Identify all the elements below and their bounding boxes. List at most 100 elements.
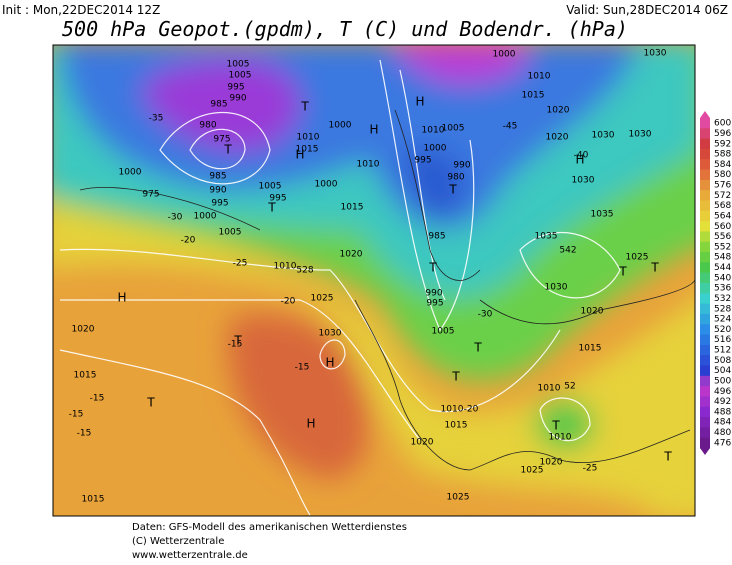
isoline-label: 1005: [442, 124, 465, 134]
isoline-label: -15: [90, 394, 105, 404]
valid-time: Valid: Sun,28DEC2014 06Z: [566, 3, 728, 17]
pressure-center: T: [428, 261, 437, 275]
isoline-label: 995: [227, 83, 244, 93]
colorbar-segment: [700, 303, 710, 315]
colorbar-segment: [700, 190, 710, 201]
isoline-label: 1020: [411, 438, 434, 448]
colorbar-tick-label: 576: [714, 181, 731, 191]
isoline-label: 1005: [227, 60, 250, 70]
pressure-center: H: [369, 123, 378, 137]
pressure-center: T: [473, 341, 482, 355]
isoline-label: 995: [414, 156, 431, 166]
colorbar-tick-label: 564: [714, 211, 731, 221]
isoline-label: 980: [199, 121, 216, 131]
isoline-label: 1010: [357, 160, 380, 170]
isoline-label: 985: [209, 172, 226, 182]
isoline-label: 542: [559, 246, 576, 256]
init-time: Init : Mon,22DEC2014 12Z: [2, 3, 160, 17]
isoline-label: 1025: [626, 253, 649, 263]
colorbar-tick-label: 592: [714, 139, 731, 149]
pressure-center: T: [551, 419, 560, 433]
pressure-center: T: [223, 143, 232, 157]
map-frame: [52, 44, 696, 517]
pressure-center: T: [451, 370, 460, 384]
isoline-label: 985: [210, 100, 227, 110]
colorbar-tick-label: 556: [714, 232, 731, 242]
colorbar-tick-label: 536: [714, 284, 731, 294]
isoline-label: 990: [229, 94, 246, 104]
pressure-center: T: [650, 261, 659, 275]
isoline-label: 1000: [493, 50, 516, 60]
pressure-center: T: [233, 334, 242, 348]
isoline-label: 1010: [422, 126, 445, 136]
map-title: 500 hPa Geopot.(gpdm), T (C) und Bodendr…: [62, 17, 628, 41]
isoline-label: -45: [503, 122, 518, 132]
colorbar-tick-label: 484: [714, 418, 731, 428]
pressure-center: T: [146, 396, 155, 410]
isoline-label: 1030: [545, 283, 568, 293]
colorbar-segment: [700, 128, 710, 140]
colorbar-tick-label: 476: [714, 438, 731, 448]
colorbar-segment: [700, 427, 710, 439]
colorbar-segment: [700, 396, 710, 408]
isoline-label: 1010: [528, 72, 551, 82]
isoline-label: 1035: [535, 232, 558, 242]
colorbar-segment: [700, 324, 710, 336]
pressure-center: H: [117, 291, 126, 305]
pressure-center: T: [267, 201, 276, 215]
colorbar-tick-label: 544: [714, 263, 731, 273]
isoline-label: 990: [453, 161, 470, 171]
isoline-label: -20: [181, 236, 196, 246]
colorbar-segment: [700, 355, 710, 366]
isoline-label: 1035: [591, 210, 614, 220]
colorbar-tick-label: 516: [714, 335, 731, 345]
colorbar-segment: [700, 365, 710, 377]
colorbar-segment: [700, 252, 710, 263]
colorbar-tick-label: 488: [714, 407, 731, 417]
isoline-label: 1015: [296, 145, 319, 155]
colorbar-tick-label: 528: [714, 304, 731, 314]
isoline-label: 995: [211, 199, 228, 209]
isoline-label: -35: [149, 114, 164, 124]
footer-line: www.wetterzentrale.de: [132, 550, 248, 561]
isoline-label: 1015: [74, 371, 97, 381]
colorbar-tick-label: 584: [714, 160, 731, 170]
isoline-label: 528: [296, 266, 313, 276]
isoline-label: 1010: [549, 433, 572, 443]
isoline-label: 995: [269, 194, 286, 204]
colorbar-segment: [700, 272, 710, 284]
colorbar-segment: [700, 221, 710, 232]
isoline-label: 1005: [432, 327, 455, 337]
colorbar-segment: [700, 200, 710, 212]
colorbar-segment: [700, 313, 710, 325]
isoline-label: 1000: [119, 168, 142, 178]
isoline-label: -25: [583, 464, 598, 474]
isoline-label: 1005: [219, 228, 242, 238]
isoline-label: 980: [447, 173, 464, 183]
colorbar-segment: [700, 138, 710, 150]
colorbar-segment: [700, 344, 710, 356]
isoline-label: 975: [213, 135, 230, 145]
isoline-label: 1030: [572, 176, 595, 186]
isoline-label: 985: [428, 232, 445, 242]
colorbar-tick-label: 540: [714, 273, 731, 283]
isoline-label: 1020: [546, 133, 569, 143]
colorbar-segment: [700, 375, 710, 387]
colorbar-tick-label: 596: [714, 129, 731, 139]
colorbar-tick-label: 548: [714, 253, 731, 263]
colorbar-tick-label: 496: [714, 387, 731, 397]
isoline-label: 1005: [259, 182, 282, 192]
isoline-label: -20: [281, 297, 296, 307]
isoline-label: 1025: [447, 493, 470, 503]
isoline-label: -15: [77, 429, 92, 439]
colorbar-tick-label: 568: [714, 201, 731, 211]
footer-line: Daten: GFS-Modell des amerikanischen Wet…: [132, 522, 407, 533]
colorbar-segment: [700, 148, 710, 160]
colorbar-segment: [700, 118, 710, 129]
pressure-center: H: [295, 148, 304, 162]
isoline-label: 1015: [445, 421, 468, 431]
isoline-label: 1010: [297, 133, 320, 143]
isoline-label: 990: [209, 186, 226, 196]
isoline-label: 1015: [522, 91, 545, 101]
colorbar-segment: [700, 386, 710, 397]
